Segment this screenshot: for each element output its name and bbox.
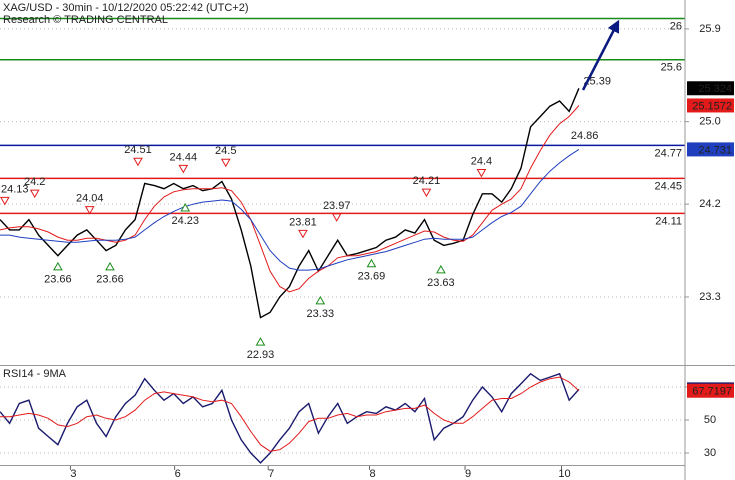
low-label: 22.93: [247, 349, 275, 361]
low-marker: [255, 337, 266, 346]
value-tag-label: 67.7197: [692, 386, 732, 398]
high-marker: [178, 164, 189, 174]
high-marker: [331, 213, 342, 222]
low-label: 23.66: [96, 274, 124, 286]
indicator-title: RSI14 - 9MA: [3, 368, 67, 380]
y-tick-label: 25.0: [699, 116, 720, 128]
series-line: [0, 148, 580, 271]
note-label: 24.86: [571, 130, 599, 142]
x-tick-label: 6: [175, 468, 181, 480]
low-marker: [105, 261, 115, 271]
forecast-arrow: [581, 19, 620, 91]
high-marker: [476, 169, 487, 178]
value-tag: [687, 81, 734, 96]
level-label: 24.45: [654, 180, 682, 192]
high-label: 24.04: [76, 193, 104, 205]
high-label: 24.5: [215, 145, 236, 157]
value-tag: [687, 98, 734, 113]
low-marker: [180, 203, 191, 212]
chart-title: XAG/USD - 30min - 10/12/2020 05:22:42 (U…: [3, 2, 248, 14]
x-tick-label: 3: [70, 468, 76, 480]
high-label: 23.97: [323, 200, 351, 212]
high-label: 24.51: [124, 144, 152, 156]
series-line: [0, 372, 580, 464]
high-label: 24.4: [471, 155, 492, 167]
high-marker: [84, 206, 95, 215]
value-tag-label: 25.324: [698, 83, 732, 95]
low-label: 24.23: [171, 215, 199, 227]
high-marker: [29, 189, 40, 199]
high-label: 24.2: [24, 176, 45, 188]
chart-subtitle: Research © TRADING CENTRAL: [3, 14, 168, 26]
x-tick-label: 7: [268, 468, 274, 480]
high-marker: [0, 196, 10, 206]
low-marker: [53, 261, 63, 271]
value-tag: [687, 142, 734, 157]
low-marker: [315, 295, 326, 305]
level-label: 26: [670, 20, 682, 32]
x-tick-label: 10: [558, 468, 570, 480]
y-tick-label: 50: [704, 414, 716, 426]
plot-layer: 25.9 25.0 24.2 23.3 26 25.6 24.77 24.45 24.11 24.…: [0, 17, 721, 480]
low-label: 23.63: [427, 277, 455, 289]
low-label: 23.66: [44, 274, 72, 286]
series-line: [0, 105, 580, 293]
y-tick-label: 30: [704, 447, 716, 459]
series-line: [0, 376, 580, 452]
high-label: 24.44: [170, 151, 198, 163]
value-tag: [687, 383, 734, 398]
x-tick-label: 9: [465, 468, 471, 480]
high-marker: [133, 157, 143, 167]
low-label: 23.69: [358, 271, 386, 283]
y-tick-label: 25.9: [699, 23, 720, 35]
level-label: 24.11: [655, 215, 682, 227]
value-tag-label: 25.1572: [692, 100, 732, 112]
high-marker: [220, 158, 231, 168]
y-tick-label: 24.2: [699, 198, 720, 210]
high-label: 24.13: [1, 183, 29, 195]
y-tick-label: 23.3: [699, 291, 720, 303]
low-marker: [366, 258, 377, 268]
x-tick-label: 8: [369, 468, 375, 480]
level-label: 24.77: [654, 147, 682, 159]
high-label: 24.21: [413, 175, 441, 187]
low-label: 23.33: [307, 308, 335, 320]
high-marker: [421, 188, 432, 198]
high-label: 23.81: [289, 216, 317, 228]
level-label: 25.6: [661, 62, 682, 74]
low-marker: [436, 264, 446, 274]
value-tag-label: 24.731: [698, 144, 732, 156]
high-marker: [298, 229, 308, 239]
